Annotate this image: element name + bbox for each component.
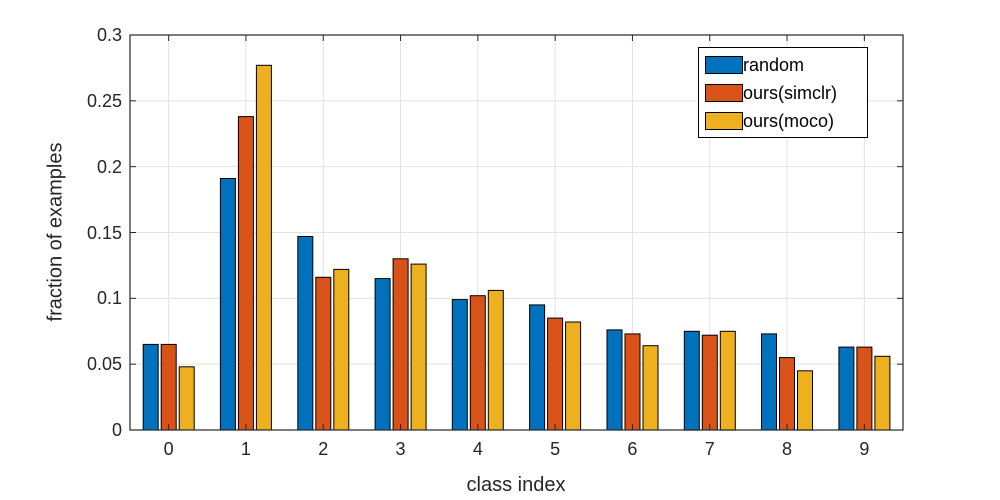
- bar-ours(simclr)-class-5: [547, 317, 564, 431]
- legend-entry-random: random: [705, 51, 867, 79]
- y-tick-label: 0.1: [96, 288, 122, 309]
- y-tick-label: 0.3: [96, 25, 122, 45]
- x-tick-label: 8: [782, 439, 793, 459]
- bar-ours(simclr)-class-2: [315, 276, 332, 431]
- bar-ours(moco)-class-6: [642, 345, 659, 431]
- bar-ours(moco)-class-0: [178, 366, 195, 431]
- bar-random-class-1: [219, 178, 236, 431]
- legend-label-ours-moco: ours(moco): [743, 110, 835, 131]
- bar-ours(simclr)-class-6: [624, 333, 641, 431]
- bar-ours(simclr)-class-0: [160, 343, 177, 431]
- bar-ours(moco)-class-9: [874, 355, 891, 431]
- x-tick-label: 1: [240, 439, 251, 459]
- legend-entry-ours-simclr: ours(simclr): [705, 79, 867, 107]
- bar-random-class-4: [451, 299, 468, 431]
- y-tick-label: 0.25: [86, 90, 122, 111]
- x-tick-label: 7: [704, 439, 715, 459]
- bar-ours(moco)-class-7: [719, 330, 736, 431]
- legend: random ours(simclr) ours(moco): [698, 47, 868, 138]
- x-tick-label: 4: [472, 439, 483, 459]
- bar-ours(moco)-class-3: [410, 263, 427, 431]
- bar-ours(simclr)-class-1: [237, 116, 254, 431]
- x-tick-label: 3: [395, 439, 406, 459]
- bar-ours(moco)-class-2: [333, 268, 350, 431]
- y-tick-label: 0.2: [96, 156, 122, 177]
- x-tick-label: 9: [859, 439, 870, 459]
- legend-entry-ours-moco: ours(moco): [705, 107, 867, 135]
- bar-ours(moco)-class-8: [797, 370, 813, 431]
- bar-ours(moco)-class-5: [565, 321, 582, 431]
- bar-ours(simclr)-class-7: [701, 334, 718, 431]
- legend-swatch-random: [705, 55, 743, 74]
- bar-ours(moco)-class-1: [255, 64, 272, 431]
- x-tick-label: 2: [318, 439, 329, 459]
- legend-swatch-ours-moco: [705, 111, 743, 130]
- x-tick-label: 6: [627, 439, 638, 459]
- bar-random-class-2: [297, 236, 314, 431]
- y-tick-label: 0.15: [86, 222, 122, 243]
- bar-random-class-3: [374, 278, 391, 431]
- bar-random-class-9: [838, 346, 855, 431]
- x-tick-label: 5: [550, 439, 561, 459]
- y-tick-label: 0.05: [86, 354, 122, 375]
- bar-ours(simclr)-class-4: [469, 295, 486, 431]
- bar-random-class-8: [761, 333, 777, 431]
- bar-ours(moco)-class-4: [487, 289, 504, 431]
- bar-random-class-7: [683, 330, 700, 431]
- bar-ours(simclr)-class-9: [856, 346, 873, 431]
- y-axis-label: fraction of examples: [44, 142, 67, 322]
- legend-label-random: random: [743, 54, 805, 75]
- bar-random-class-0: [142, 343, 159, 431]
- bar-random-class-5: [529, 304, 546, 431]
- bar-random-class-6: [606, 329, 623, 431]
- x-axis-label: class index: [466, 474, 566, 496]
- bar-ours(simclr)-class-3: [392, 258, 409, 431]
- bar-ours(simclr)-class-8: [779, 357, 795, 431]
- x-tick-label: 0: [163, 439, 174, 459]
- legend-swatch-ours-simclr: [705, 83, 743, 102]
- y-tick-label: 0: [111, 420, 122, 440]
- legend-label-ours-simclr: ours(simclr): [743, 82, 837, 103]
